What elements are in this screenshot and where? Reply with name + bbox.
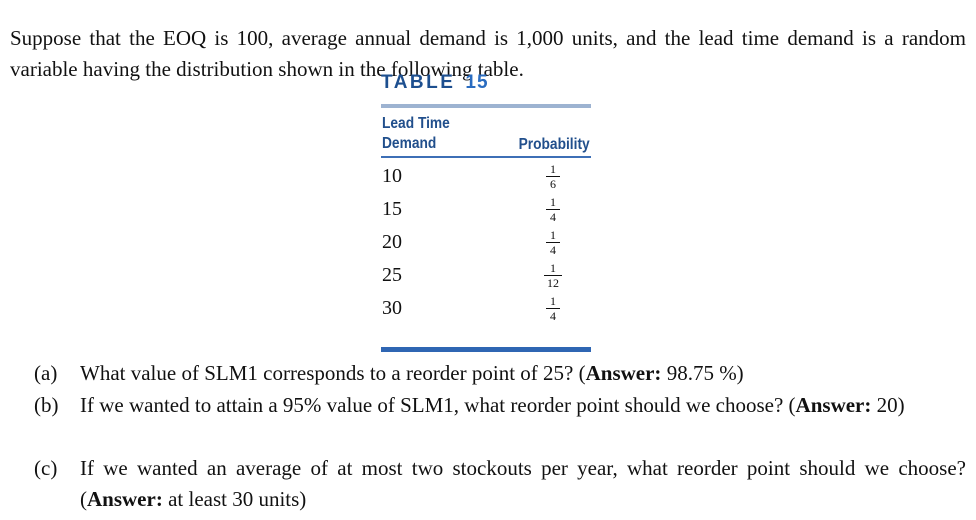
answer-key: Answer: <box>795 393 872 417</box>
answer-value: 98.75 %) <box>661 361 744 385</box>
question-label: (b) <box>34 393 59 417</box>
answer-key: Answer: <box>87 487 163 511</box>
fraction-bar <box>546 242 560 243</box>
table-row: 25 1 12 <box>381 259 591 292</box>
fraction-bar <box>546 176 560 177</box>
fraction-numerator: 1 <box>550 294 556 308</box>
table-bottom-rule <box>381 347 591 352</box>
fraction-bar <box>546 209 560 210</box>
question-a: (a) What value of SLM1 corresponds to a … <box>0 358 966 390</box>
question-text: What value of SLM1 corresponds to a reor… <box>80 358 966 389</box>
table-header-rule <box>381 156 591 158</box>
header-probability: Probability <box>518 136 590 153</box>
cell-probability: 1 12 <box>540 262 566 289</box>
cell-demand: 20 <box>382 231 402 253</box>
cell-demand: 10 <box>382 165 402 187</box>
fraction-denominator: 4 <box>550 210 556 224</box>
fraction-denominator: 12 <box>547 276 559 290</box>
question-body: What value of SLM1 corresponds to a reor… <box>80 361 586 385</box>
question-body: If we wanted an average of at most two s… <box>80 456 966 511</box>
header-lead-time-demand: Lead Time Demand <box>382 115 450 152</box>
fraction-numerator: 1 <box>550 162 556 176</box>
question-text: If we wanted an average of at most two s… <box>80 453 966 515</box>
question-c: (c) If we wanted an average of at most t… <box>0 453 966 516</box>
fraction-numerator: 1 <box>550 261 556 275</box>
question-body: If we wanted to attain a 95% value of SL… <box>80 393 796 417</box>
question-label: (c) <box>34 456 58 480</box>
table-caption-number: 15 <box>465 72 489 93</box>
table-caption-label: TABLE <box>381 72 456 93</box>
question-list: (a) What value of SLM1 corresponds to a … <box>0 358 966 516</box>
question-text: If we wanted to attain a 95% value of SL… <box>80 390 966 421</box>
fraction-denominator: 6 <box>550 177 556 191</box>
distribution-table: TABLE 15 Lead Time Demand Probability 10 1… <box>381 70 591 352</box>
fraction-denominator: 4 <box>550 243 556 257</box>
answer-key: Answer: <box>585 361 662 385</box>
fraction-denominator: 4 <box>550 309 556 323</box>
cell-demand: 30 <box>382 297 402 319</box>
question-b: (b) If we wanted to attain a 95% value o… <box>0 390 966 453</box>
table-caption: TABLE 15 <box>381 70 591 96</box>
table-top-rule <box>381 104 591 108</box>
fraction-numerator: 1 <box>550 228 556 242</box>
cell-demand: 25 <box>382 264 402 286</box>
problem-statement: Suppose that the EOQ is 100, average ann… <box>10 26 966 81</box>
question-label: (a) <box>34 361 58 385</box>
fraction-bar <box>546 308 560 309</box>
cell-demand: 15 <box>382 198 402 220</box>
fraction-bar <box>544 275 562 276</box>
answer-value: at least 30 units) <box>162 487 307 511</box>
table-header: Lead Time Demand Probability <box>381 108 591 156</box>
answer-value: 20) <box>871 393 905 417</box>
fraction-numerator: 1 <box>550 195 556 209</box>
